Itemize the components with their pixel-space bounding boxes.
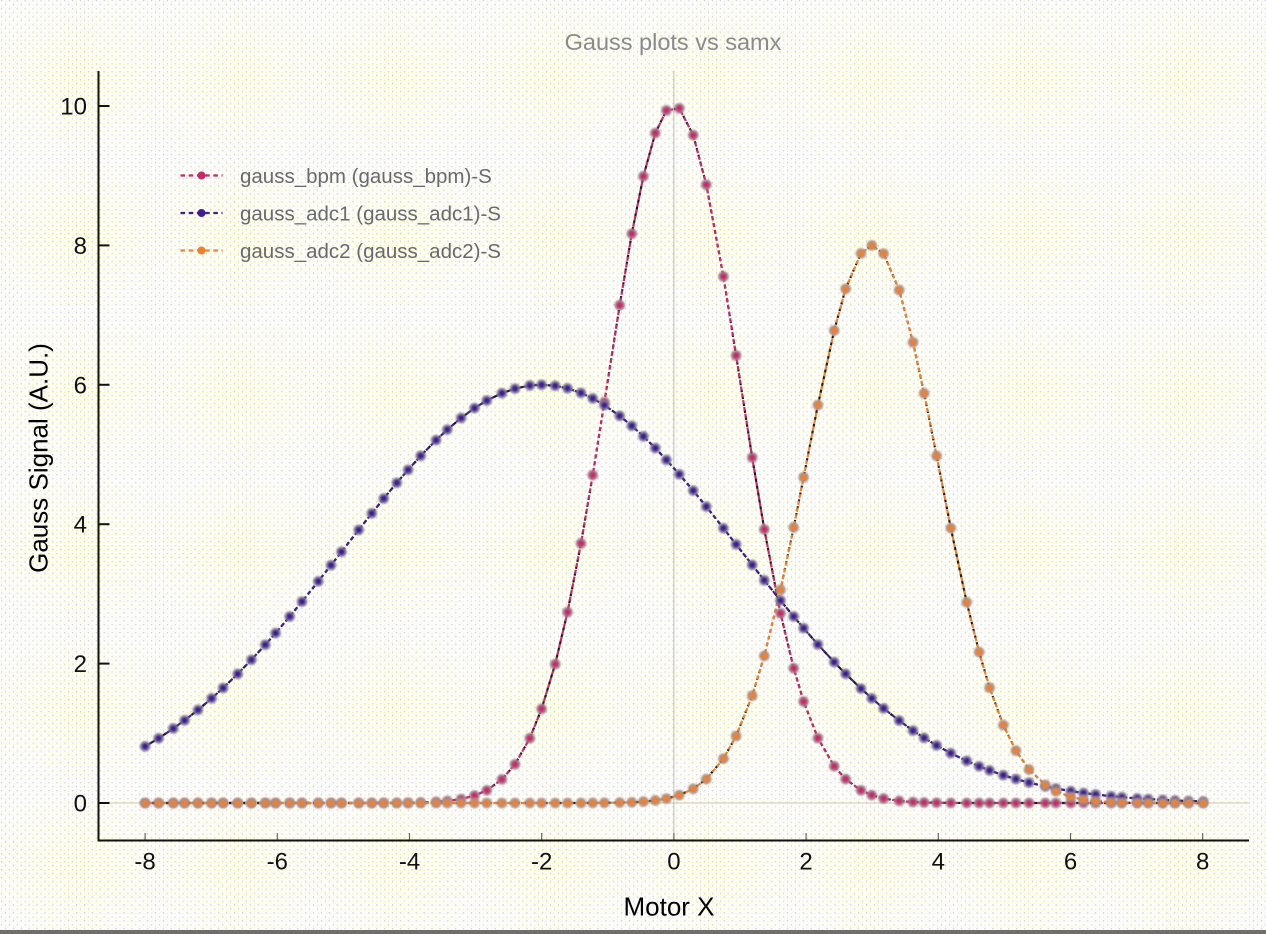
svg-text:gauss_adc2 (gauss_adc2)-S: gauss_adc2 (gauss_adc2)-S xyxy=(240,240,501,263)
svg-text:-2: -2 xyxy=(531,849,552,876)
svg-text:2: 2 xyxy=(74,651,87,678)
svg-text:6: 6 xyxy=(74,372,87,399)
svg-text:Gauss Signal (A.U.): Gauss Signal (A.U.) xyxy=(24,343,54,573)
svg-text:8: 8 xyxy=(1196,849,1209,876)
svg-text:gauss_adc1 (gauss_adc1)-S: gauss_adc1 (gauss_adc1)-S xyxy=(240,203,501,226)
svg-text:-8: -8 xyxy=(134,849,155,876)
svg-text:8: 8 xyxy=(74,233,87,260)
svg-text:Motor X: Motor X xyxy=(623,892,714,922)
svg-text:0: 0 xyxy=(74,791,87,818)
svg-text:2: 2 xyxy=(799,849,812,876)
svg-text:-6: -6 xyxy=(267,849,288,876)
svg-text:4: 4 xyxy=(932,849,945,876)
svg-text:-4: -4 xyxy=(399,849,420,876)
svg-text:6: 6 xyxy=(1064,849,1077,876)
svg-text:4: 4 xyxy=(74,512,87,539)
svg-text:0: 0 xyxy=(667,849,680,876)
svg-text:10: 10 xyxy=(60,94,87,121)
svg-text:Gauss plots vs samx: Gauss plots vs samx xyxy=(565,29,782,55)
svg-text:gauss_bpm (gauss_bpm)-S: gauss_bpm (gauss_bpm)-S xyxy=(240,165,492,188)
